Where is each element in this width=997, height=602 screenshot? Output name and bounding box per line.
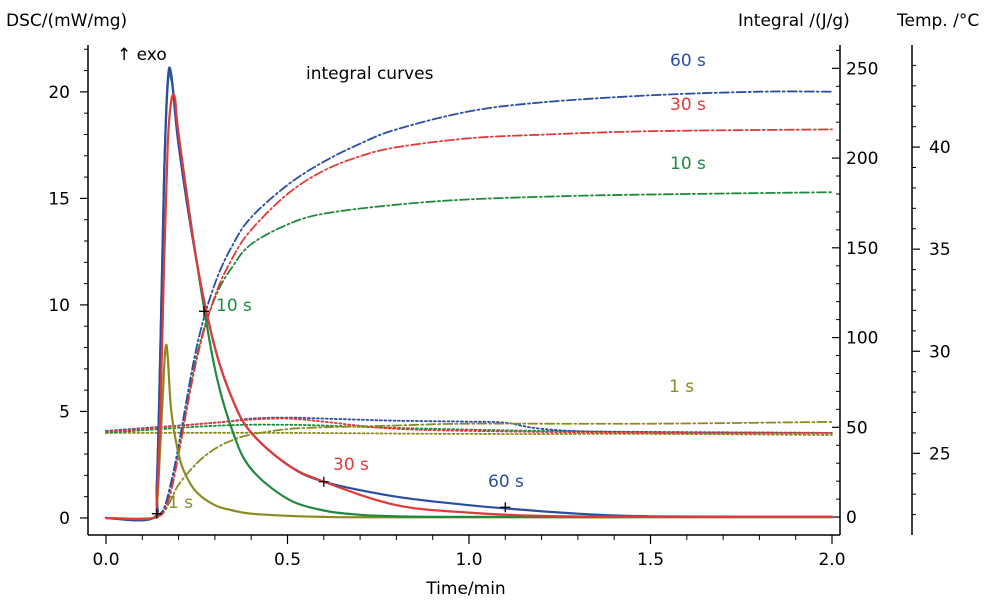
temp-tick-label: 25 — [929, 444, 951, 464]
dsc-tick-label: 10 — [48, 296, 70, 316]
x-tick-label: 1.5 — [637, 550, 664, 570]
exo-annotation: ↑ exo — [117, 45, 167, 65]
curve-labels: 60 s 30 s 10 s 1 s 10 s 30 s 60 s 1 s — [168, 51, 706, 513]
integral-tick-label: 0 — [846, 508, 857, 528]
dsc-tick-label: 20 — [48, 83, 70, 103]
ticks: 0.0 0.5 1.0 1.5 2.00510152005010015020025025… — [48, 48, 951, 570]
curve-label: 60 s — [670, 51, 706, 71]
curve-label: 30 s — [670, 95, 706, 115]
axes — [87, 45, 913, 536]
temp-axis-label: Temp. /°C — [896, 11, 979, 31]
temp-tick-label: 40 — [929, 138, 951, 158]
x-tick-label: 1.0 — [455, 550, 482, 570]
dsc-axis-label: DSC/(mW/mg) — [6, 11, 127, 31]
x-tick-label: 2.0 — [818, 550, 845, 570]
curve-label: 1 s — [669, 377, 694, 397]
dsc-curves — [104, 66, 834, 522]
crosshair-marker — [500, 502, 511, 513]
dsc-curve-30s — [104, 93, 834, 521]
integral-curve-10s — [155, 191, 833, 518]
curve-label: 30 s — [333, 455, 369, 475]
temp-curve-1s — [105, 431, 833, 436]
crosshair-marker — [318, 476, 329, 487]
curve-label: 1 s — [168, 493, 193, 513]
dsc-tick-label: 0 — [59, 509, 70, 529]
dsc-tick-label: 5 — [59, 402, 70, 422]
temp-curve-30s — [105, 417, 833, 434]
integral-tick-label: 50 — [846, 418, 868, 438]
integral-axis-label: Integral /(J/g) — [738, 11, 850, 31]
dsc-tick-label: 15 — [48, 189, 70, 209]
crosshair-marker — [199, 306, 210, 317]
x-axis-label: Time/min — [425, 579, 505, 599]
x-tick-label: 0.0 — [92, 550, 119, 570]
integral-tick-label: 200 — [846, 149, 878, 169]
x-tick-label: 0.5 — [274, 550, 301, 570]
integral-curve-1s — [155, 421, 833, 518]
integral-curves — [155, 90, 833, 518]
integral-tick-label: 250 — [846, 59, 878, 79]
integral-curve-30s — [155, 128, 833, 518]
integral-curves-annotation: integral curves — [306, 64, 434, 84]
temp-tick-label: 35 — [929, 240, 951, 260]
curve-label: 60 s — [488, 472, 524, 492]
integral-tick-label: 150 — [846, 239, 878, 259]
integral-curve-60s — [155, 90, 833, 518]
markers — [151, 306, 511, 519]
integral-tick-label: 100 — [846, 329, 878, 349]
crosshair-marker — [151, 508, 162, 519]
temp-tick-label: 30 — [929, 342, 951, 362]
curve-label: 10 s — [216, 296, 252, 316]
temperature-curves — [105, 416, 833, 436]
curve-label: 10 s — [670, 154, 706, 174]
